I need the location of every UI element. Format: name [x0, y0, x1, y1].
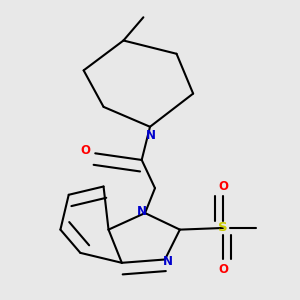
- Text: S: S: [218, 221, 228, 235]
- Text: O: O: [218, 180, 228, 193]
- Text: O: O: [218, 263, 228, 276]
- Text: N: N: [137, 205, 147, 218]
- Text: O: O: [80, 143, 90, 157]
- Text: N: N: [146, 129, 156, 142]
- Text: N: N: [163, 255, 173, 268]
